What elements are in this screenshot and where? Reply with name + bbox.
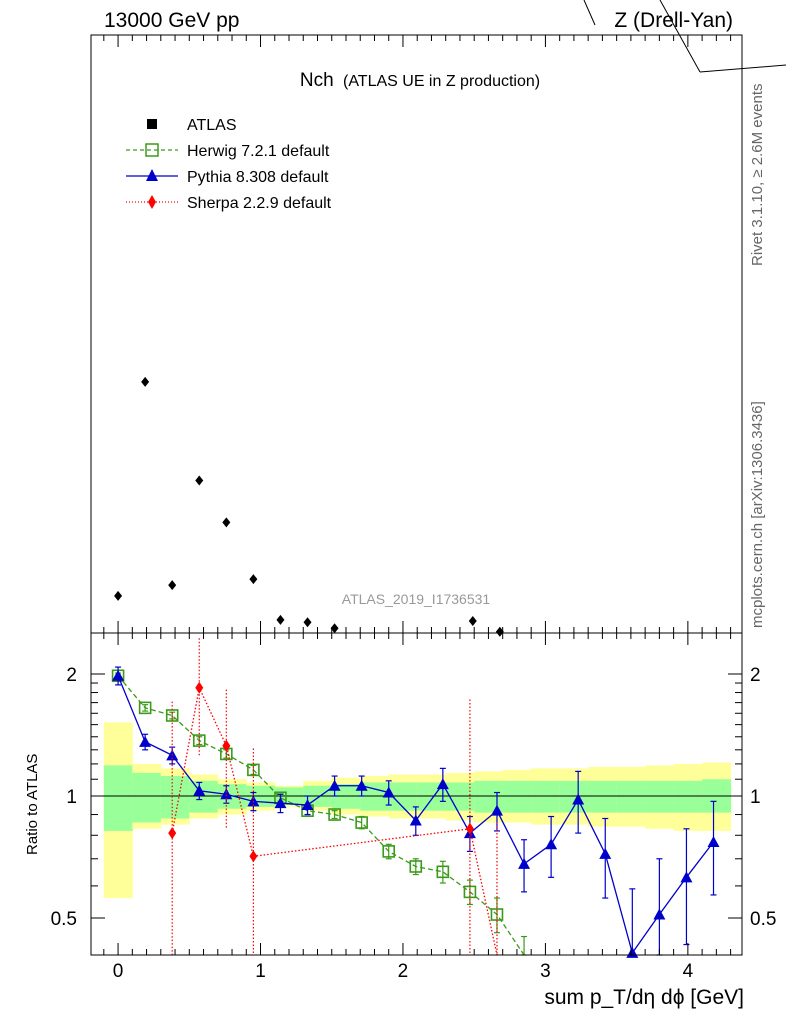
ratio-band-inner [531,780,561,813]
marker-herwig [247,763,260,777]
marker-pythia [274,797,287,809]
ratio-band-inner [559,780,589,813]
marker-pythia [409,814,422,826]
marker-pythia [355,779,368,791]
ratio-band-inner [673,780,703,813]
y-tick-label-left: 0.5 [51,909,77,930]
marker-pythia [545,838,558,850]
ratio-band-inner [132,772,162,823]
y-tick-label-left: 2 [66,665,77,686]
ratio-band-inner [616,780,646,813]
series-line-sherpa [171,685,498,956]
marker-pythia [490,804,503,816]
marker-herwig [382,845,396,858]
marker-sherpa [168,827,177,840]
marker-pythia [680,871,693,883]
ratio-band-inner [103,765,133,831]
marker-pythia [599,847,612,859]
main-data-point [141,376,150,387]
main-x-ticks [103,35,732,633]
legend-label-atlas: ATLAS [187,117,237,134]
marker-pythia [139,735,152,747]
marker-pythia [572,793,585,805]
header-left: 13000 GeV pp [104,9,239,32]
main-data-point [114,590,123,601]
ratio-panel-frame [90,632,743,956]
marker-pythia [112,669,125,681]
ratio-band-inner [160,776,190,819]
x-axis-label: sum p_T/dη dϕ [GeV] [544,986,744,1009]
marker-pythia [518,857,531,869]
marker-pythia [220,788,233,800]
marker-sherpa [195,681,204,694]
x-tick-label: 0 [113,961,124,982]
main-title: Nch (ATLAS UE in Z production) [300,70,540,91]
marker-herwig [328,808,341,821]
main-data-points [114,376,504,637]
ratio-y-label: Ratio to ATLAS [24,754,41,855]
side-text-bottom: mcplots.cern.ch [arXiv:1306.3436] [749,401,766,628]
marker-pythia [626,946,639,958]
ratio-band-inner [189,780,219,813]
main-title-main: Nch [300,70,334,91]
marker-pythia [382,786,395,798]
x-tick-label: 3 [540,961,551,982]
main-data-point [330,623,339,634]
marker-herwig [138,701,152,715]
legend-label-sherpa: Sherpa 2.2.9 default [187,195,332,212]
marker-sherpa [465,822,474,835]
legend-label-herwig: Herwig 7.2.1 default [187,143,330,160]
marker-pythia [301,799,314,811]
ratio-band-inner [502,780,532,813]
marker-pythia [328,779,341,791]
legend-marker-sherpa [148,195,156,209]
marker-herwig [409,860,423,873]
legend-marker-atlas [147,119,157,129]
ratio-band-inner [474,780,504,813]
main-data-point [468,616,477,627]
marker-herwig [355,816,368,829]
main-data-point [222,517,231,528]
main-data-point [168,580,177,591]
x-tick-label: 1 [255,961,266,982]
ratio-band-inner [588,780,618,813]
main-title-sub: (ATLAS UE in Z production) [343,73,540,90]
watermark: ATLAS_2019_I1736531 [342,591,491,607]
legend: ATLAS Herwig 7.2.1 default Pythia 8.308 … [126,117,332,212]
marker-pythia [436,778,449,790]
y-tick-label-right: 0.5 [750,909,776,930]
legend-label-pythia: Pythia 8.308 default [187,169,329,186]
marker-herwig [490,908,504,921]
y-tick-label-right: 2 [750,665,761,686]
y-tick-label-right: 1 [750,787,761,808]
x-tick-label: 4 [683,961,694,982]
main-data-point [276,614,285,625]
legend-marker-pythia [146,169,158,181]
header-right: Z (Drell-Yan) [614,9,733,32]
marker-pythia [193,784,206,796]
main-data-point [195,475,204,486]
side-text-top: Rivet 3.1.10, ≥ 2.6M events [749,84,766,267]
ratio-ticks: 0 1 2 3 4 0.5 0.5 1 1 2 2 [51,633,776,982]
y-tick-label-left: 1 [66,787,77,808]
marker-pythia [247,795,260,807]
header-decoration [583,0,786,73]
marker-pythia [653,908,666,920]
ratio-band-inner [645,780,675,813]
x-tick-label: 2 [398,961,409,982]
marker-sherpa [249,850,258,863]
legend-marker-herwig [145,143,159,157]
marker-pythia [707,836,720,848]
main-data-point [303,617,312,628]
marker-sherpa [222,739,231,752]
marker-herwig [436,865,450,879]
main-data-point [495,626,504,637]
series-line-herwig [117,675,525,956]
main-data-point [249,574,258,585]
ratio-series [111,638,720,958]
marker-herwig [192,734,206,747]
